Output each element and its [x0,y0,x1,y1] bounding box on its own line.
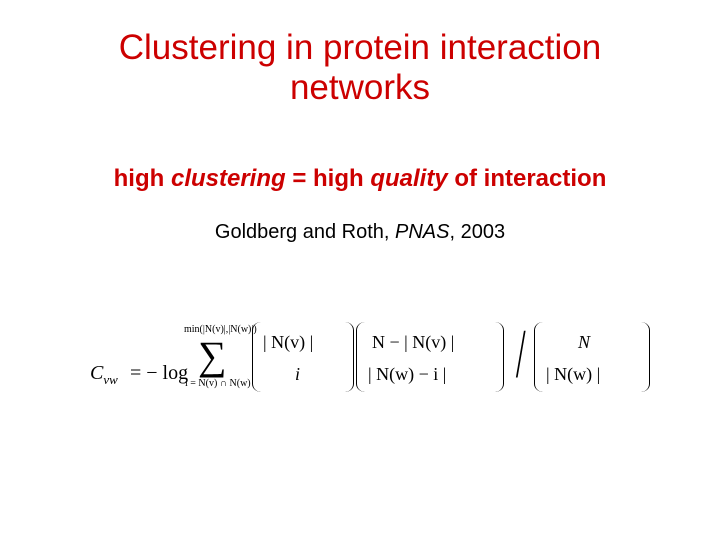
paren-3-right [632,322,650,392]
slide-title: Clustering in protein interaction networ… [0,0,720,109]
subtitle-clustering: clustering [171,165,286,192]
paren-1-right [336,322,354,392]
citation-year: , 2003 [449,221,505,243]
citation: Goldberg and Roth, PNAS, 2003 [0,193,720,244]
citation-journal: PNAS [395,221,449,243]
binom3-bot: | N(w) | [546,364,600,385]
eq-sigma-lower: i = N(v) ∩ N(w) [185,378,251,389]
equation: Cvw = − log min(|N(v)|,|N(w)|) ∑ i = N(v… [90,320,650,440]
citation-authors: Goldberg and Roth, [215,221,395,243]
title-line-2: networks [290,68,430,107]
paren-2-right [486,322,504,392]
binom3-top: N [578,332,590,353]
binom1-bot: i [295,364,300,385]
eq-sigma: ∑ [198,332,227,379]
eq-C: C [90,362,103,384]
eq-eqlog: = − log [130,362,188,385]
subtitle-part3: of interaction [448,165,607,192]
subtitle-part2: = high [286,165,371,192]
eq-vw: vw [103,372,117,387]
eq-lhs: Cvw [90,362,118,388]
eq-slash: / [516,315,526,395]
subtitle: high clustering = high quality of intera… [0,109,720,193]
subtitle-part1: high [114,165,171,192]
binom1-top: | N(v) | [263,332,313,353]
subtitle-quality: quality [370,165,447,192]
binom2-bot: | N(w) − i | [368,364,446,385]
title-line-1: Clustering in protein interaction [119,28,601,67]
binom2-top: N − | N(v) | [372,332,454,353]
